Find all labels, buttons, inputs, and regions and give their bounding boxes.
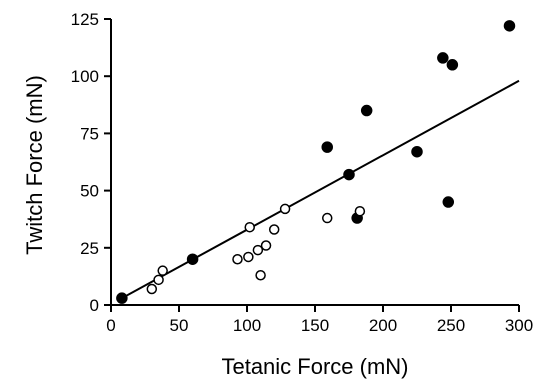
x-tick-label-50: 50 [170, 316, 189, 335]
open-point-5 [244, 221, 255, 233]
y-tick-label-50: 50 [80, 182, 99, 201]
open-point-12 [354, 205, 366, 217]
open-point-10 [279, 203, 291, 215]
open-point-0 [146, 283, 158, 295]
open-point-11 [321, 212, 333, 224]
filled-point-6 [411, 145, 423, 158]
regression-line [117, 79, 520, 302]
y-tick-label-25: 25 [80, 239, 99, 258]
filled-point-3 [343, 168, 355, 181]
filled-point-1 [186, 253, 199, 265]
filled-point-9 [446, 59, 459, 71]
y-tick-label-100: 100 [71, 67, 99, 86]
open-point-7 [255, 270, 266, 281]
open-point-4 [243, 251, 254, 263]
open-point-2 [157, 265, 168, 276]
filled-point-5 [360, 104, 373, 117]
x-axis-title: Tetanic Force (mN) [221, 354, 408, 379]
y-tick-label-0: 0 [90, 296, 99, 315]
filled-point-2 [321, 141, 333, 153]
open-point-3 [232, 253, 243, 265]
y-tick-label-75: 75 [80, 124, 99, 143]
filled-point-7 [437, 52, 449, 64]
x-tick-label-100: 100 [233, 316, 261, 335]
filled-point-10 [503, 20, 516, 32]
open-point-8 [260, 240, 272, 251]
filled-point-8 [442, 196, 455, 208]
open-point-1 [153, 274, 164, 286]
x-tick-label-200: 200 [369, 316, 397, 335]
x-tick-label-250: 250 [437, 316, 465, 335]
open-point-9 [268, 224, 280, 235]
y-tick-label-125: 125 [71, 10, 99, 29]
filled-point-0 [116, 292, 128, 304]
x-tick-label-300: 300 [505, 316, 533, 335]
y-axis-title: Twitch Force (mN) [22, 75, 47, 255]
x-tick-label-0: 0 [106, 316, 115, 335]
open-point-6 [252, 244, 264, 256]
x-tick-label-150: 150 [301, 316, 329, 335]
